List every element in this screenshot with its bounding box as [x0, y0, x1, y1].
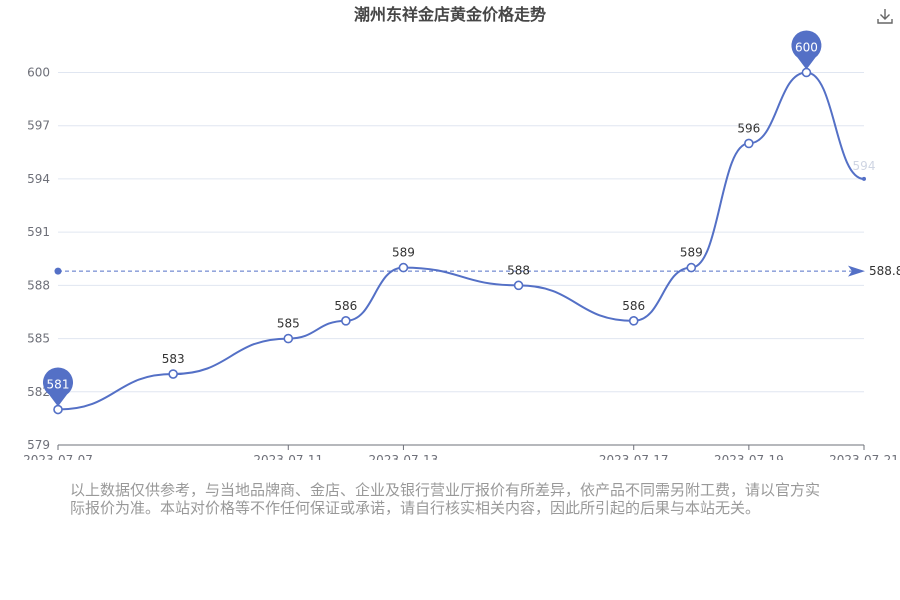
chart-title: 潮州东祥金店黄金价格走势 [354, 5, 546, 24]
data-label: 585 [277, 317, 300, 331]
data-point [513, 280, 524, 291]
data-label: 586 [334, 299, 357, 313]
y-tick-label: 585 [27, 332, 50, 346]
y-tick-label: 594 [27, 172, 50, 186]
disclaimer-text: 以上数据仅供参考，与当地品牌商、金店、企业及银行营业厅报价有所差异，依产品不同需… [70, 481, 821, 517]
price-trend-chart: 潮州东祥金店黄金价格走势 579582585588591594597600202… [23, 5, 900, 460]
data-point [801, 67, 812, 78]
data-point [283, 333, 294, 344]
average-line-label: 588.8 [869, 264, 900, 278]
max-mark-pin-label: 600 [795, 40, 818, 54]
data-point [744, 138, 754, 149]
data-label: 594 [853, 159, 876, 173]
data-point [628, 316, 639, 326]
data-point [168, 369, 178, 379]
x-tick-label: 2023-07-11 [253, 453, 323, 460]
y-tick-label: 591 [27, 225, 50, 239]
download-icon [877, 9, 893, 24]
x-tick-label: 2023-07-07 [23, 453, 93, 460]
download-button[interactable] [875, 6, 895, 26]
data-point [53, 404, 63, 415]
data-point [862, 176, 866, 181]
data-point [341, 316, 351, 326]
average-line-arrow [848, 265, 865, 277]
max-mark-pin: 600 [791, 30, 822, 70]
x-tick-label: 2023-07-13 [369, 453, 439, 460]
x-tick-label: 2023-07-17 [599, 453, 669, 460]
data-label: 589 [680, 246, 703, 260]
data-point [398, 262, 409, 273]
data-label: 586 [622, 299, 645, 313]
y-tick-label: 600 [27, 65, 50, 79]
data-label: 583 [162, 352, 185, 366]
min-mark-pin: 581 [43, 367, 74, 407]
data-label: 589 [392, 246, 415, 260]
min-mark-pin-label: 581 [47, 378, 70, 392]
y-tick-label: 597 [27, 119, 50, 133]
data-label: 588 [507, 263, 530, 277]
max-mark-pin-shape [791, 30, 822, 70]
x-tick-label: 2023-07-19 [714, 453, 784, 460]
average-line-start-dot [54, 267, 62, 275]
x-tick-label: 2023-07-21 [829, 453, 899, 460]
min-mark-pin-shape [43, 367, 74, 407]
price-line [57, 71, 865, 411]
data-label: 596 [737, 121, 760, 135]
data-point [686, 262, 697, 273]
y-tick-label: 588 [27, 278, 50, 292]
y-tick-label: 579 [27, 438, 50, 452]
